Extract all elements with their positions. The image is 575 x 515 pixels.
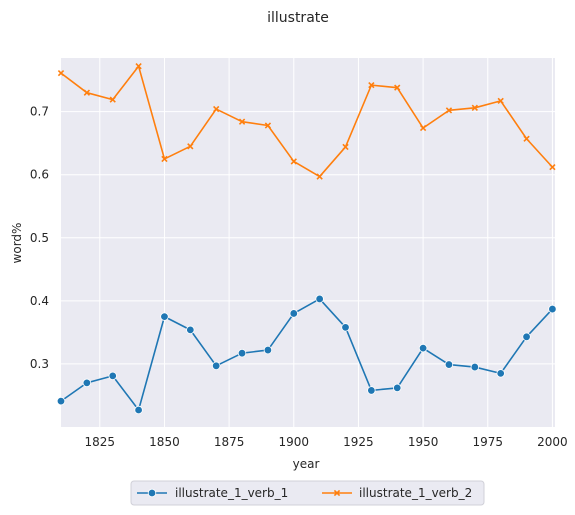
legend-marker [147,488,157,498]
data-point [263,345,273,355]
data-point [82,378,92,388]
legend-label: illustrate_1_verb_2 [359,486,472,500]
data-point [161,155,168,163]
legend-box [130,480,485,506]
data-point [497,97,504,105]
gridlines [61,58,555,427]
data-point [83,89,91,96]
legend-marker [333,489,341,497]
data-point [471,104,478,111]
data-point [237,349,247,358]
x-tick-label: 1925 [343,435,374,449]
plot-area [61,58,555,427]
y-tick-label: 0.4 [30,294,49,308]
data-point [523,135,530,142]
data-point [315,294,324,304]
x-tick-label: 1900 [279,435,310,449]
tick-labels: 1825 1850 1875 1900 1925 1950 1975 2000 0.3 0.4 0.… [30,105,568,449]
data-point [394,84,401,91]
data-point [418,343,428,353]
series-layer [56,63,557,415]
data-point [108,371,117,381]
series-line-1 [60,298,553,411]
data-point [290,158,297,165]
data-point [367,386,376,395]
data-point [496,369,505,378]
x-tick-label: 1975 [472,435,503,449]
y-tick-label: 0.5 [30,231,49,245]
y-axis-title: word% [10,223,24,264]
data-point [549,163,556,171]
legend: illustrate_1_verb_1 illustrate_1_verb_2 [130,480,485,506]
data-point [444,360,454,369]
data-point [213,105,220,113]
y-tick-label: 0.7 [30,105,49,119]
x-tick-label: 1950 [408,435,439,449]
data-point [238,118,246,125]
data-point [341,323,350,332]
data-point [56,396,66,406]
y-tick-label: 0.6 [30,168,49,182]
data-point [419,124,427,132]
x-tick-label: 1850 [149,435,180,449]
x-tick-label: 1875 [214,435,245,449]
series-line-2 [60,65,554,178]
data-point [109,96,116,103]
x-tick-label: 1825 [85,435,116,449]
data-point [342,143,349,151]
data-point [368,81,375,89]
data-point [57,69,65,77]
legend-label: illustrate_1_verb_1 [175,486,288,500]
data-point [160,312,169,321]
data-point [316,173,323,180]
data-point [211,361,221,371]
y-tick-label: 0.3 [30,357,49,371]
x-tick-label: 2000 [537,435,568,449]
data-point [264,122,272,129]
data-point [289,309,298,318]
data-point [470,362,480,372]
data-point [445,107,453,114]
data-point [134,405,143,415]
data-point [548,304,557,314]
data-point [393,383,402,393]
data-point [522,332,531,341]
data-point [135,63,142,70]
chart-title: illustrate [267,10,329,26]
data-point [187,143,194,150]
data-point [186,325,195,335]
x-axis-title: year [293,457,320,471]
